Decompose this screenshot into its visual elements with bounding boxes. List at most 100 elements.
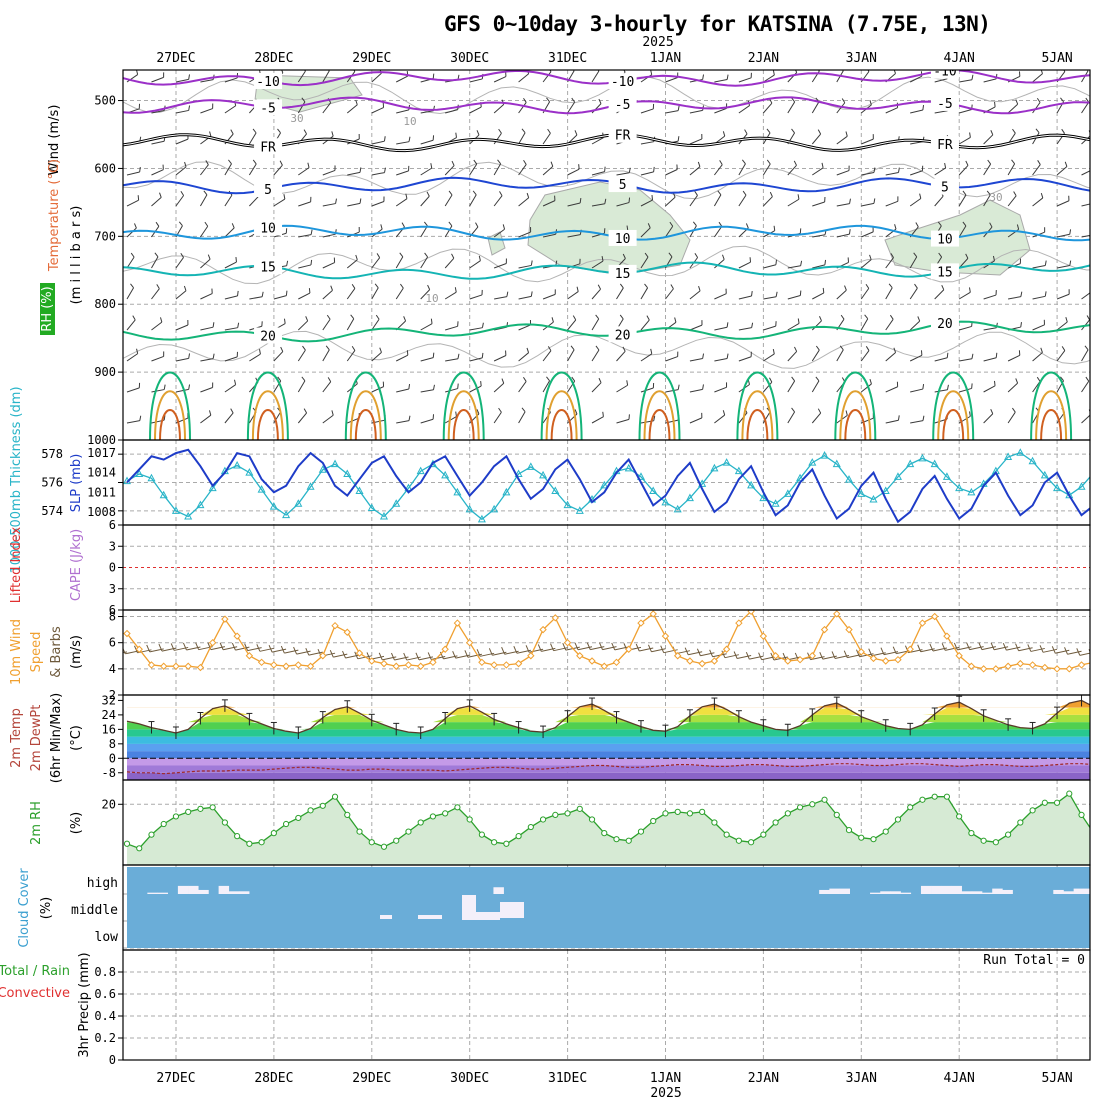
rh-contour-line [123,245,1090,285]
upper-wind-barb [175,166,187,176]
upper-wind-barb [200,293,213,300]
upper-wind-barb-flag [869,379,872,385]
surface-temperature-loop [937,390,970,440]
upper-wind-barb-flag [668,252,673,258]
upper-wind-barb-flag [384,167,386,173]
upper-wind-barb-flag [702,74,705,80]
upper-wind-barb-flag [1036,97,1041,103]
surface-temperature-loop [159,409,181,440]
upper-wind-barb-flag [938,252,943,258]
upper-wind-barb-flag [155,221,160,227]
wind10m-barb-flag [293,646,298,655]
rh-contour-label: 10 [425,292,438,305]
upper-wind-barb [224,412,234,424]
upper-wind-barb-flag [944,162,947,169]
upper-wind-barb-flag [571,97,576,103]
upper-wind-barb [787,411,796,424]
upper-wind-barb-flag [595,345,600,351]
upper-wind-barb-flag [941,284,945,290]
upper-wind-barb [983,327,997,331]
slp-tick-label: 1011 [87,485,116,499]
upper-wind-barb [444,165,455,176]
upper-wind-barb-flag [848,229,851,235]
contour-label-bg [930,263,959,280]
upper-wind-barb [445,358,459,362]
rh2m-marker [160,820,167,828]
upper-wind-barb [518,197,529,207]
thickness-marker [575,506,584,514]
upper-wind-barb-flag [230,129,234,135]
wind10m-barb [737,655,752,659]
upper-wind-barb-flag [1091,287,1092,292]
upper-wind-barb-flag [188,384,191,390]
upper-wind-barb-flag [1044,260,1047,266]
upper-wind-barb [493,355,507,362]
wind10m-barb-flag [403,652,408,661]
upper-wind-barb-flag [351,346,356,351]
rh2m-marker [527,823,534,831]
upper-wind-barb [836,203,850,207]
upper-wind-barb-flag [432,352,435,358]
thickness-marker [930,459,939,468]
rh2m-marker [601,830,608,837]
upper-wind-barb [126,353,138,362]
upper-wind-barb-flag [400,283,404,289]
upper-wind-barb [126,171,140,176]
upper-wind-barb-flag [922,104,925,111]
upper-wind-barb-flag [579,197,582,204]
wind10m-barb-flag [231,642,236,651]
cloud-bar-high [900,892,912,894]
temperature-band [127,700,1090,701]
wind10m-barb [271,648,287,653]
wind10m-marker [343,628,351,636]
thickness-marker [306,482,315,490]
rh2m-marker [882,828,889,835]
upper-wind-barb-flag [797,318,800,324]
upper-wind-barb [1007,411,1016,424]
wind10m-marker [735,619,743,627]
upper-wind-barb [689,388,703,393]
upper-wind-barb-flag [178,221,183,227]
wind10m-marker [1065,665,1073,673]
upper-wind-barb [322,349,330,362]
slp-tick-label: 1017 [87,446,116,460]
upper-wind-barb [518,132,526,145]
upper-wind-barb-flag [1094,198,1095,203]
wind10m-barb [602,646,617,651]
upper-wind-barb-flag [702,353,705,359]
wind10m-marker [882,657,890,665]
rh2m-marker [625,837,632,844]
thickness-marker [257,485,266,493]
upper-wind-barb [445,325,458,331]
upper-wind-barb-flag [1061,346,1066,351]
upper-wind-barb-flag [353,70,356,72]
upper-wind-barb [983,78,997,83]
upper-wind-barb [420,110,434,114]
upper-wind-barb [860,350,870,362]
upper-wind-barb-flag [455,132,457,138]
wind10m-barb [1079,652,1090,656]
upper-wind-barb [469,78,483,83]
upper-wind-barb-flag [237,290,239,296]
cloud-bar-high [829,888,840,894]
temperature-contour-label: -10 [933,65,956,80]
upper-wind-barb [665,169,678,176]
upper-wind-barb [1056,293,1070,300]
upper-wind-barb [518,411,526,424]
cloud-background [127,867,1090,948]
upper-wind-barb [958,194,967,207]
contour-label-bg [608,326,637,343]
surface-temperature-loop [648,409,671,440]
wind10m-barb [1067,650,1082,655]
upper-wind-barb [200,387,213,393]
upper-wind-barb [420,418,434,424]
upper-wind-barb-flag [622,346,626,352]
surface-temperature-loop [1035,390,1068,440]
rh2m-marker [674,808,681,815]
upper-wind-barb [1032,197,1044,207]
upper-wind-barb [811,101,820,114]
rh2m-marker [185,808,192,815]
wind10m-barb-flag [123,647,126,655]
upper-wind-barb-flag [130,283,134,289]
wind10m-barb [333,653,348,658]
